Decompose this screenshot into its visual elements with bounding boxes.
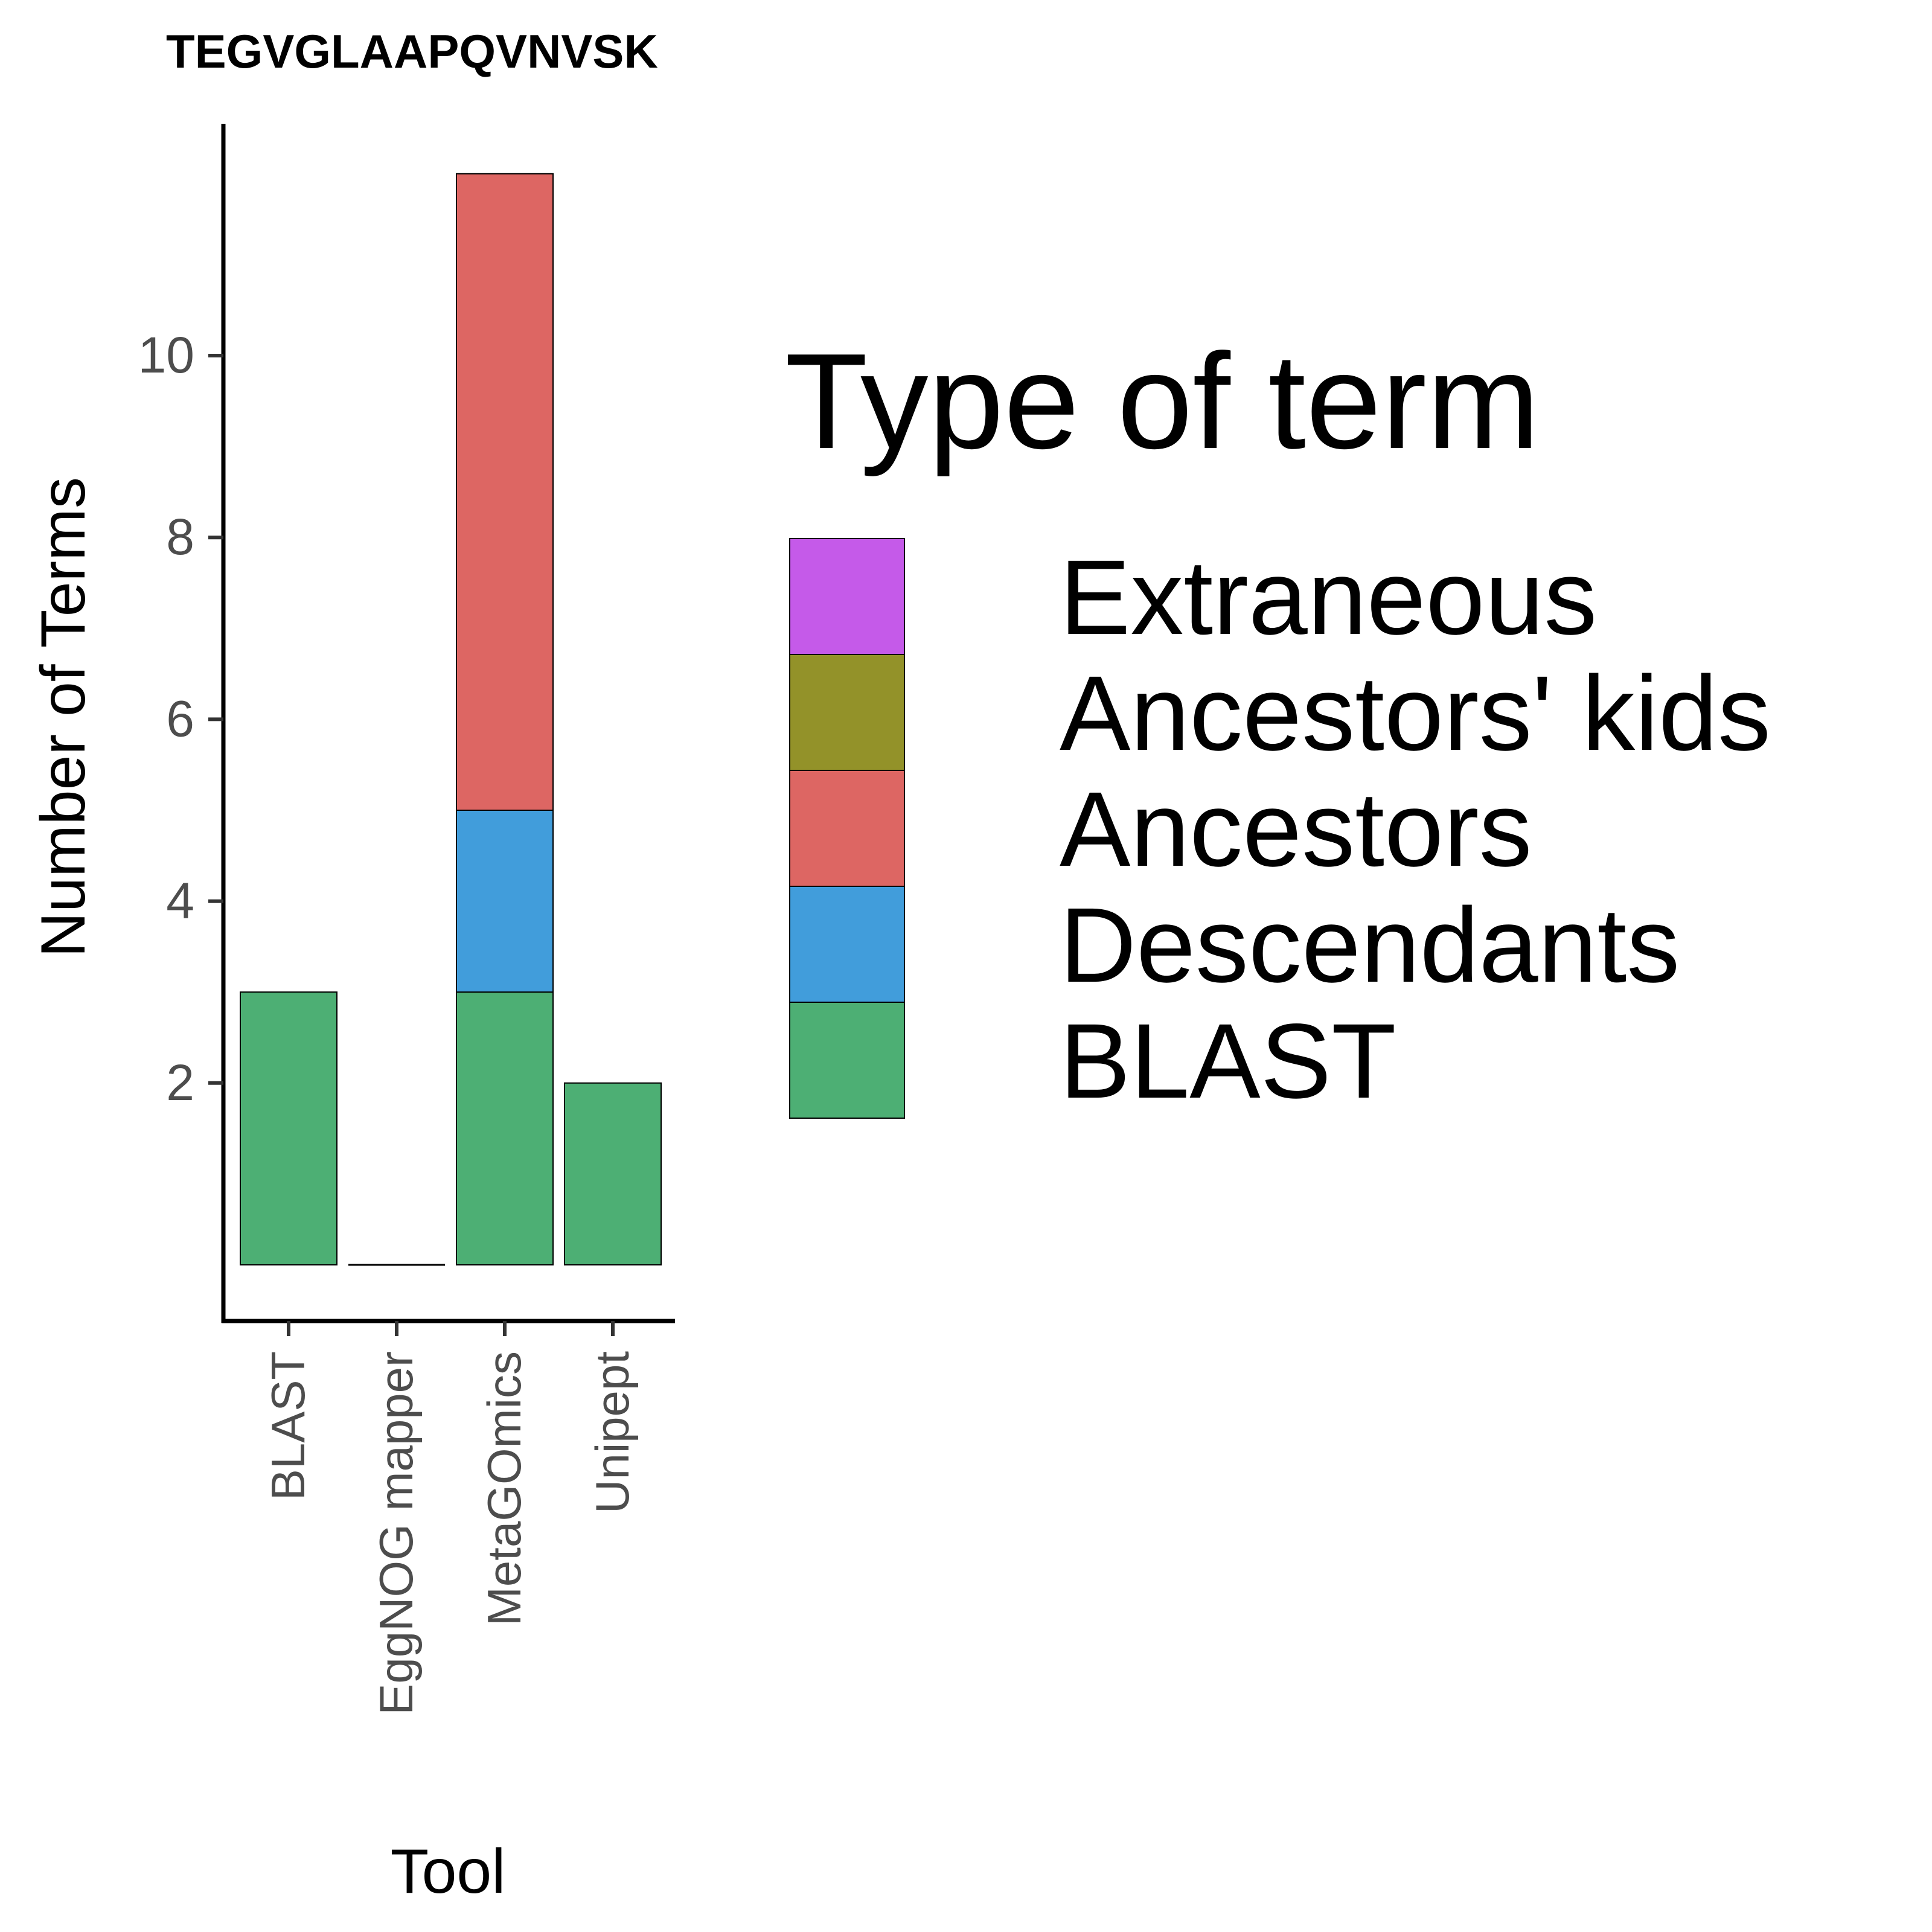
legend-label-ancestors-kids: Ancestors' kids (1060, 654, 1771, 773)
bar-metagomics-descendants (456, 810, 554, 993)
legend-key-extraneous (789, 538, 905, 655)
bar-blast-blast (240, 991, 337, 1265)
legend-key-ancestors-kids (789, 654, 905, 771)
x-tick-label-metagomics: MetaGOmics (478, 1351, 531, 1626)
legend-key-ancestors (789, 770, 905, 887)
y-tick-label-10: 10 (138, 327, 194, 383)
y-tick-label-6: 6 (166, 690, 194, 747)
bar-metagomics-blast (456, 991, 554, 1265)
x-tick-label-blast: BLAST (261, 1351, 315, 1500)
legend-key-blast (789, 1002, 905, 1119)
x-tick-label-unipept: Unipept (586, 1351, 639, 1514)
y-tick-label-4: 4 (166, 872, 194, 929)
axes-layer: 2 4 6 8 10 BLAST EggNOG mapper MetaGOmics Unipep… (138, 124, 675, 1715)
bar-metagomics-ancestors (456, 173, 554, 811)
chart-title: TEGVGLAAPQVNVSK (166, 25, 658, 78)
x-axis-title: Tool (391, 1837, 506, 1907)
x-tick-label-eggnog-mapper: EggNOG mapper (369, 1351, 423, 1715)
legend-label-descendants: Descendants (1060, 886, 1680, 1005)
legend-label-ancestors: Ancestors (1060, 770, 1532, 889)
bars-layer (240, 173, 662, 1266)
legend-label-blast: BLAST (1060, 1002, 1396, 1121)
y-axis-title: Number of Terms (28, 477, 98, 958)
y-tick-label-2: 2 (166, 1054, 194, 1111)
legend-title: Type of term (785, 325, 1540, 477)
y-tick-label-8: 8 (166, 508, 194, 565)
legend-key-descendants (789, 886, 905, 1003)
bar-unipept-blast (564, 1082, 662, 1266)
legend-label-extraneous: Extraneous (1060, 539, 1597, 657)
